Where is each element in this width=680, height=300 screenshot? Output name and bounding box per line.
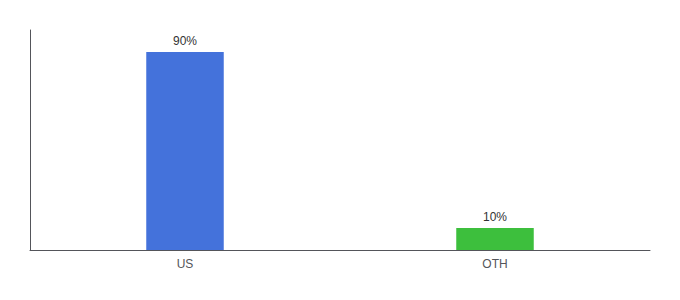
svg-text:90%: 90% [173,34,197,48]
svg-text:US: US [177,257,194,271]
svg-text:10%: 10% [483,210,507,224]
svg-text:OTH: OTH [482,257,507,271]
